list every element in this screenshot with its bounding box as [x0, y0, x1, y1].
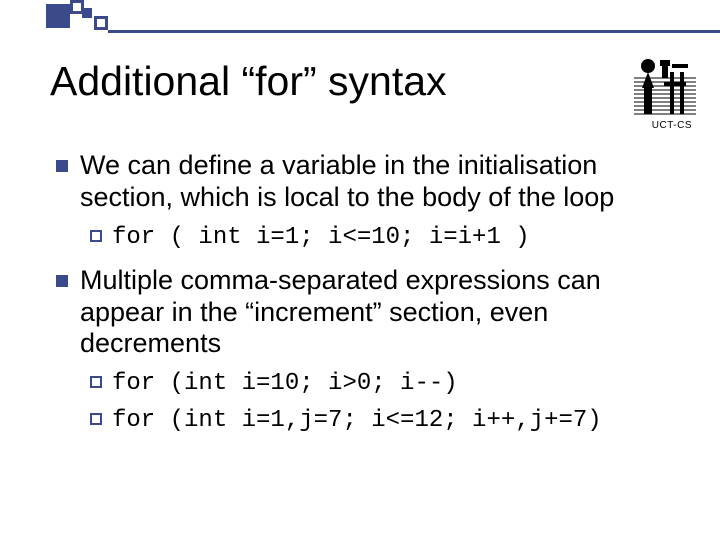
bullet-item: We can define a variable in the initiali… — [56, 150, 680, 251]
sub-bullet-item: for ( int i=1; i<=10; i=i+1 ) — [90, 224, 680, 251]
slide-title: Additional “for” syntax — [50, 58, 447, 105]
hollow-square-bullet-icon — [90, 376, 102, 388]
header-rule — [108, 30, 720, 33]
hollow-square-bullet-icon — [90, 230, 102, 242]
code-example: for ( int i=1; i<=10; i=i+1 ) — [112, 224, 530, 251]
header-decoration — [0, 0, 720, 28]
sub-bullet-item: for (int i=1,j=7; i<=12; i++,j+=7) — [90, 407, 680, 434]
bullet-item: Multiple comma-separated expressions can… — [56, 265, 680, 435]
square-bullet-icon — [56, 160, 68, 172]
code-example: for (int i=1,j=7; i<=12; i++,j+=7) — [112, 407, 602, 434]
bullet-text: Multiple comma-separated expressions can… — [80, 265, 680, 361]
sub-bullet-item: for (int i=10; i>0; i--) — [90, 370, 680, 397]
slide-body: We can define a variable in the initiali… — [56, 150, 680, 448]
square-bullet-icon — [56, 275, 68, 287]
bullet-text: We can define a variable in the initiali… — [80, 150, 680, 214]
hollow-square-bullet-icon — [90, 413, 102, 425]
logo-label: UCT-CS — [652, 120, 692, 131]
code-example: for (int i=10; i>0; i--) — [112, 370, 458, 397]
uct-logo-icon — [634, 58, 696, 116]
